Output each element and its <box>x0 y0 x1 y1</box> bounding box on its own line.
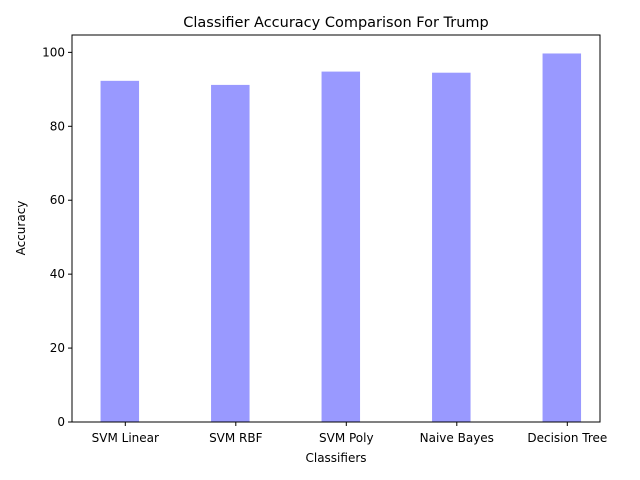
y-tick-label-0: 0 <box>57 415 65 429</box>
bar-svm-poly <box>321 71 361 422</box>
bar-svm-linear <box>100 80 140 423</box>
y-tick-label-100: 100 <box>42 45 65 59</box>
x-tick-label-svm-rbf: SVM RBF <box>209 431 263 445</box>
y-tick-label-20: 20 <box>50 341 65 355</box>
x-tick-label-svm-linear: SVM Linear <box>92 431 159 445</box>
x-axis-label: Classifiers <box>305 451 366 465</box>
y-tick-label-80: 80 <box>50 119 65 133</box>
y-tick-label-40: 40 <box>50 267 65 281</box>
x-tick-label-decision-tree: Decision Tree <box>527 431 607 445</box>
x-tick-label-svm-poly: SVM Poly <box>319 431 374 445</box>
x-tick-label-naive-bayes: Naive Bayes <box>420 431 494 445</box>
y-tick-label-60: 60 <box>50 193 65 207</box>
bar-naive-bayes <box>432 72 471 423</box>
plot-frame <box>71 34 601 423</box>
bars-group <box>100 53 582 423</box>
y-axis-label: Accuracy <box>14 201 28 256</box>
bar-decision-tree <box>542 53 582 422</box>
chart-title: Classifier Accuracy Comparison For Trump <box>183 15 489 31</box>
x-axis: SVM Linear SVM RBF SVM Poly Naive Bayes Deci… <box>92 422 607 445</box>
bar-svm-rbf <box>211 84 250 422</box>
y-axis: 0 20 40 60 80 100 <box>42 45 72 429</box>
